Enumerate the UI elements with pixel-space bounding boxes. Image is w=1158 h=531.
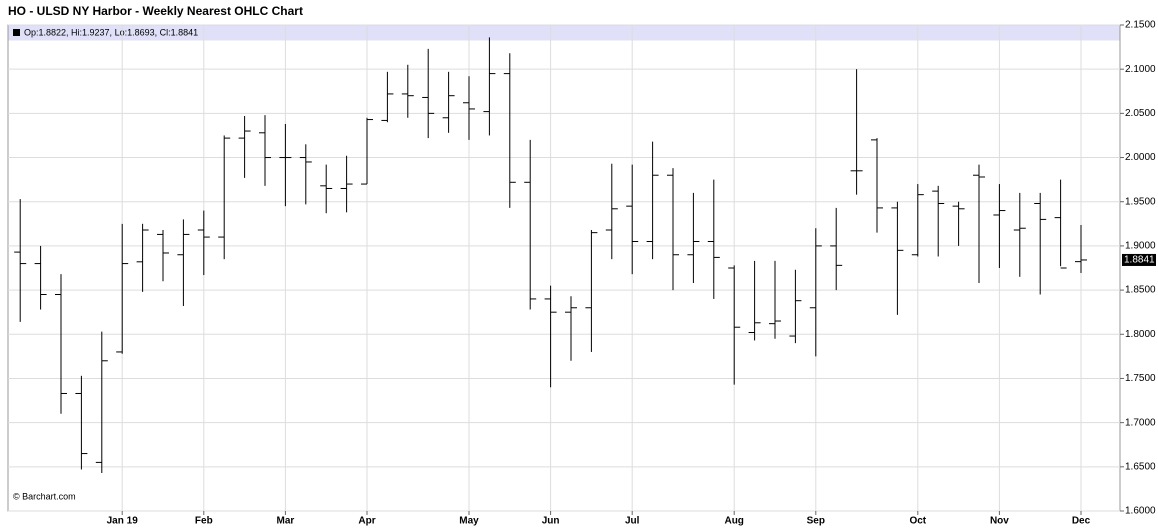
y-tick-label: 1.9500 (1125, 196, 1156, 207)
y-tick-label: 1.6500 (1125, 461, 1156, 472)
y-tick-label: 2.0000 (1125, 152, 1156, 163)
x-tick-label: Jun (542, 516, 560, 527)
plot-frame (7, 24, 1121, 512)
y-tick-label: 1.7500 (1125, 373, 1156, 384)
x-tick-label: Mar (277, 516, 295, 527)
x-tick-label: May (459, 516, 479, 527)
x-tick-label: Dec (1072, 516, 1091, 527)
y-tick-label: 1.7000 (1125, 417, 1156, 428)
x-tick-label: Aug (724, 516, 743, 527)
watermark: © Barchart.com (13, 491, 76, 501)
x-tick-label: Sep (807, 516, 825, 527)
chart-title: HO - ULSD NY Harbor - Weekly Nearest OHL… (8, 4, 303, 18)
x-tick-label: Nov (990, 516, 1009, 527)
info-text: Op:1.8822, Hi:1.9237, Lo:1.8693, Cl:1.88… (24, 27, 198, 37)
y-tick-label: 2.1500 (1125, 20, 1156, 31)
y-tick-label: 2.0500 (1125, 108, 1156, 119)
y-tick-label: 2.1000 (1125, 64, 1156, 75)
y-tick-label: 1.8500 (1125, 285, 1156, 296)
y-tick-label: 1.8000 (1125, 329, 1156, 340)
x-tick-label: Apr (358, 516, 375, 527)
x-tick-label: Feb (195, 516, 213, 527)
x-tick-label: Oct (909, 516, 926, 527)
info-icon (13, 29, 20, 36)
last-price-box (1122, 253, 1156, 266)
x-tick-label: Jan 19 (107, 516, 139, 527)
last-price-label: 1.8841 (1124, 255, 1155, 266)
y-tick-label: 1.6000 (1125, 506, 1156, 517)
y-tick-label: 1.9000 (1125, 241, 1156, 252)
x-tick-label: Jul (625, 516, 640, 527)
info-bar (8, 25, 1120, 41)
